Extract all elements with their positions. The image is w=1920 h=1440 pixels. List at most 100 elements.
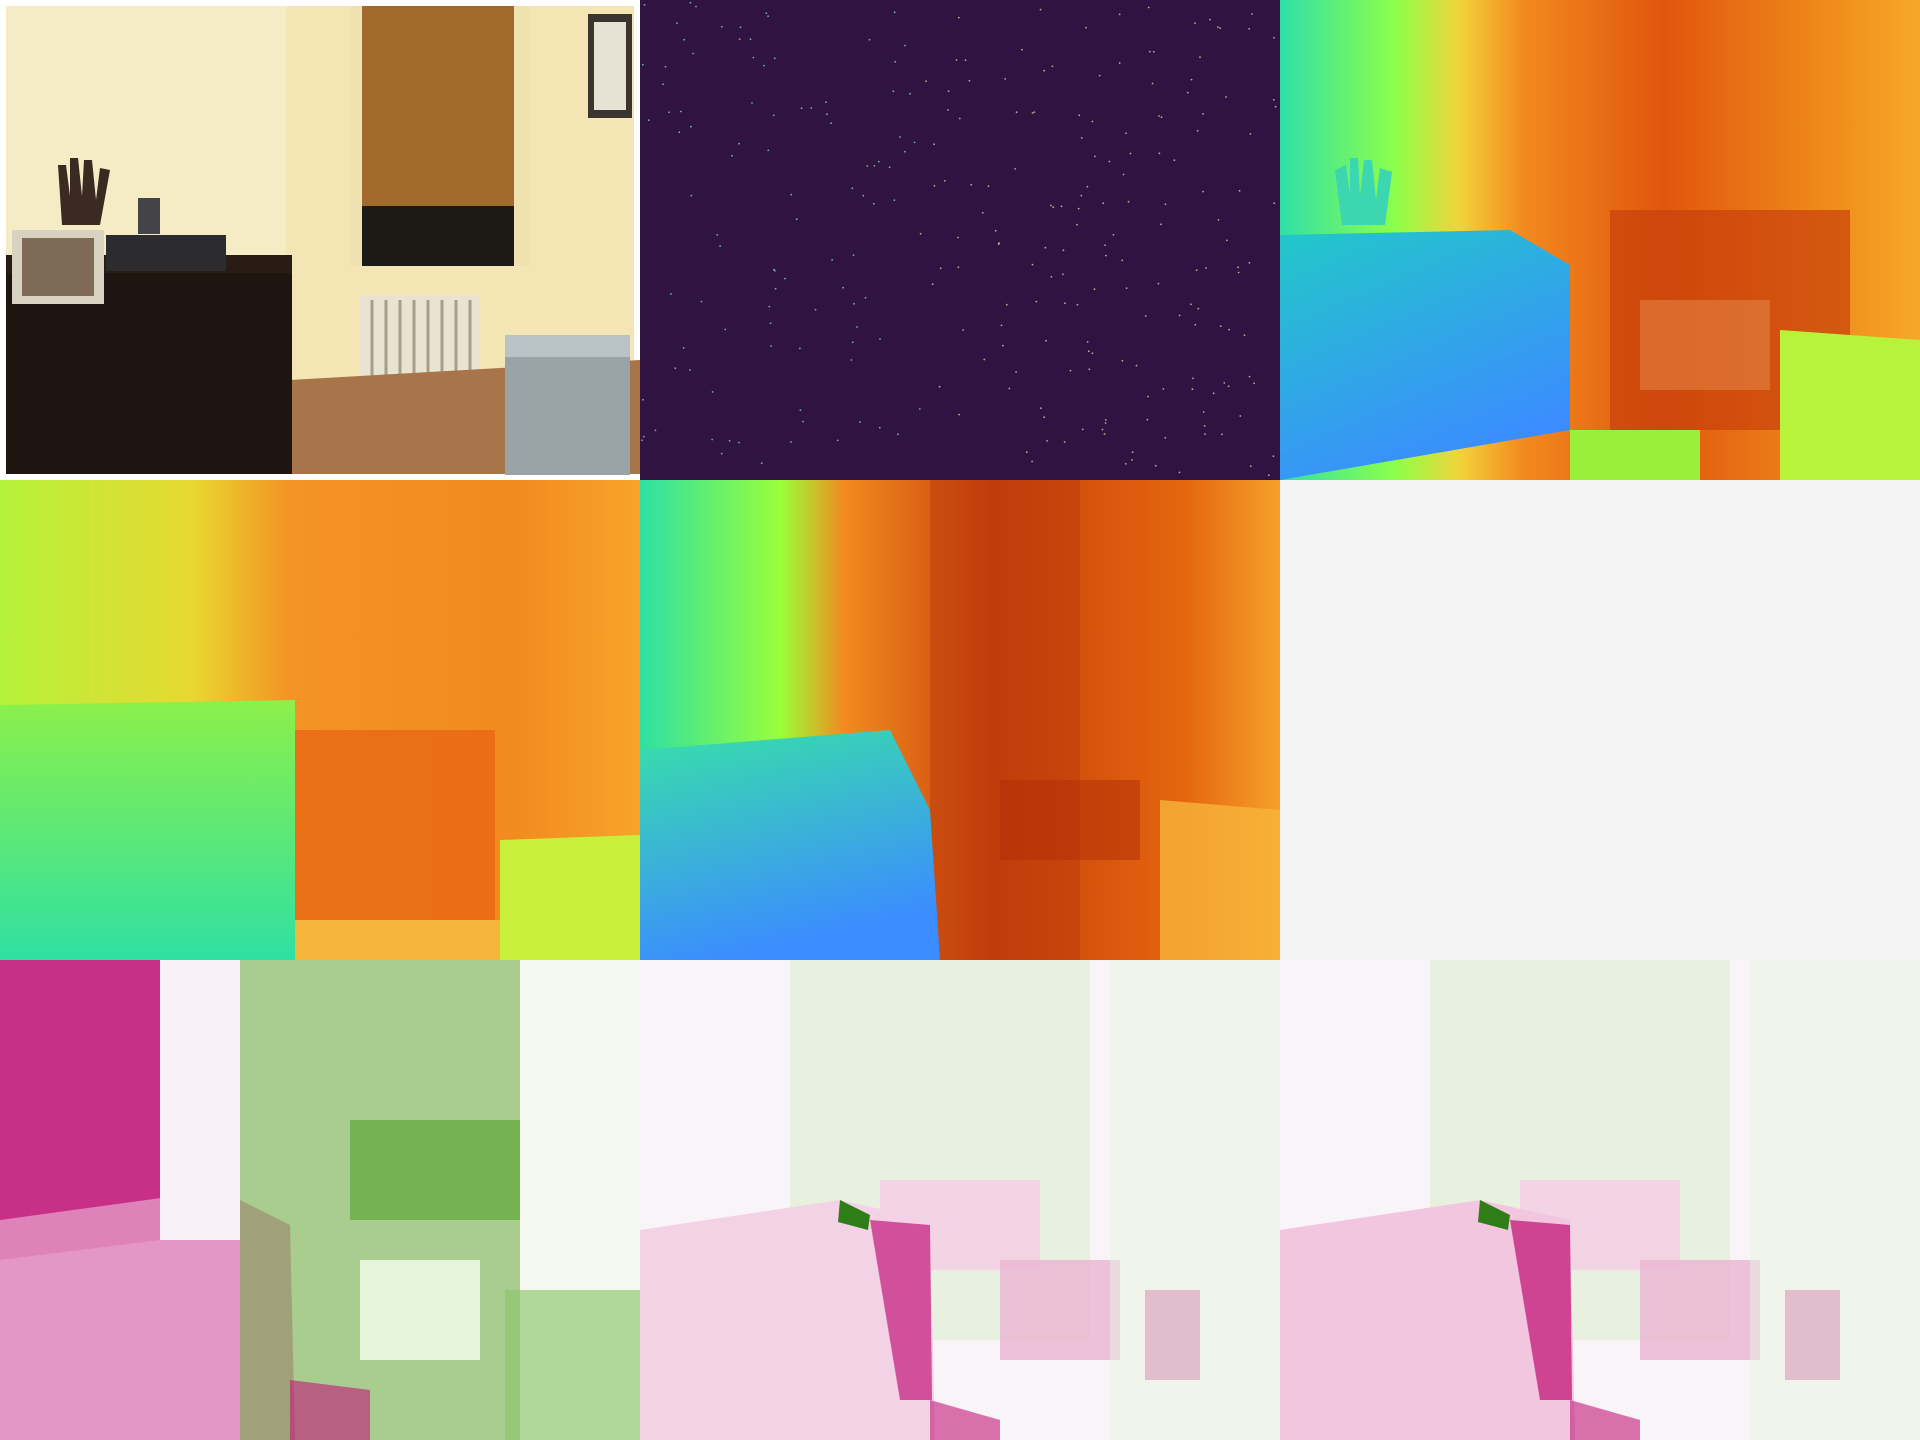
sparse-point: [695, 5, 697, 8]
sparse-point: [1196, 129, 1199, 132]
sparse-point: [1202, 411, 1205, 413]
sparse-point: [773, 268, 775, 271]
sparse-point: [825, 101, 827, 104]
sparse-point: [1237, 271, 1240, 274]
sparse-point: [853, 302, 855, 305]
sparse-point: [1002, 344, 1004, 347]
sparse-point: [994, 229, 997, 232]
sparse-point: [938, 385, 941, 388]
sparse-point: [790, 441, 792, 443]
sparse-point: [689, 369, 691, 371]
error-map-a-panel: [0, 960, 640, 1440]
sparse-point: [1098, 74, 1101, 77]
sparse-point: [1191, 388, 1194, 391]
sparse-point: [893, 199, 896, 202]
sparse-point: [1194, 22, 1196, 24]
empty-area: [1280, 480, 1920, 960]
sparse-point: [1104, 422, 1107, 424]
sparse-point: [1212, 392, 1215, 395]
sparse-point: [1008, 387, 1011, 390]
sparse-point: [690, 125, 692, 128]
sparse-point: [1173, 159, 1176, 162]
sparse-point: [1062, 273, 1064, 276]
sparse-depth-panel: [640, 0, 1280, 480]
sparse-point: [1203, 425, 1206, 427]
rgb-photo: [0, 0, 640, 480]
sparse-point: [773, 57, 776, 60]
sparse-point: [862, 194, 865, 197]
sparse-point: [749, 38, 752, 41]
sparse-point: [1154, 464, 1157, 467]
sparse-point: [964, 59, 967, 62]
sparse-point: [1199, 56, 1201, 59]
sparse-point: [1087, 350, 1090, 353]
sparse-point: [904, 44, 906, 47]
sparse-point: [1253, 382, 1255, 385]
sparse-point: [763, 64, 765, 67]
sparse-point: [1093, 288, 1096, 291]
sparse-point: [904, 150, 906, 153]
rgb-photo-panel: [0, 0, 640, 480]
sparse-point: [1146, 418, 1149, 421]
sparse-point: [1035, 300, 1038, 303]
sparse-point: [836, 439, 839, 442]
sparse-point: [647, 119, 650, 122]
sparse-point: [674, 367, 677, 370]
sparse-point: [851, 187, 854, 190]
sparse-point: [765, 12, 768, 15]
sparse-point: [1239, 415, 1242, 417]
sparse-point: [851, 341, 854, 344]
sparse-point: [943, 180, 946, 182]
sparse-point: [1267, 474, 1270, 477]
sparse-point: [799, 347, 801, 350]
sparse-point: [676, 22, 678, 24]
sparse-point: [1033, 111, 1036, 113]
sparse-point: [641, 63, 644, 66]
sparse-point: [1209, 18, 1211, 21]
sparse-point: [913, 141, 916, 144]
sparse-point: [919, 232, 922, 235]
sparse-point: [1124, 463, 1127, 465]
sparse-point: [933, 143, 935, 146]
sparse-point: [1190, 303, 1192, 306]
sparse-point: [1104, 419, 1107, 421]
sparse-point: [772, 114, 775, 117]
sparse-point: [643, 4, 646, 6]
sparse-point: [731, 154, 733, 157]
sparse-point: [720, 452, 723, 455]
sparse-point: [1228, 328, 1230, 331]
sparse-point: [711, 391, 714, 393]
sparse-point: [760, 462, 763, 464]
sparse-point: [981, 212, 984, 214]
sparse-point: [1015, 371, 1017, 373]
sparse-point: [957, 16, 960, 19]
sparse-point: [1238, 189, 1241, 192]
sparse-point: [1086, 341, 1089, 343]
sparse-point: [1248, 375, 1251, 378]
sparse-point: [1248, 28, 1251, 30]
sparse-point: [1248, 261, 1251, 264]
sparse-point: [682, 347, 685, 349]
sparse-point: [1044, 246, 1047, 249]
sparse-point: [643, 435, 645, 438]
sparse-point: [810, 107, 813, 109]
sparse-point: [1088, 368, 1091, 371]
sparse-point: [751, 102, 753, 104]
sparse-point: [752, 56, 755, 59]
sparse-point: [790, 193, 793, 196]
sparse-point: [1148, 50, 1151, 53]
sparse-point: [1064, 302, 1066, 305]
sparse-point: [1081, 428, 1084, 431]
sparse-point: [1122, 173, 1125, 176]
sparse-point: [1014, 168, 1017, 170]
sparse-point: [1227, 385, 1230, 388]
sparse-point: [918, 408, 921, 410]
sparse-point: [784, 277, 786, 280]
sparse-point: [892, 90, 895, 93]
sparse-point: [1192, 377, 1194, 380]
sparse-point: [1063, 441, 1066, 443]
sparse-point: [774, 287, 777, 290]
sparse-point: [711, 438, 714, 441]
sparse-point: [1127, 200, 1130, 203]
